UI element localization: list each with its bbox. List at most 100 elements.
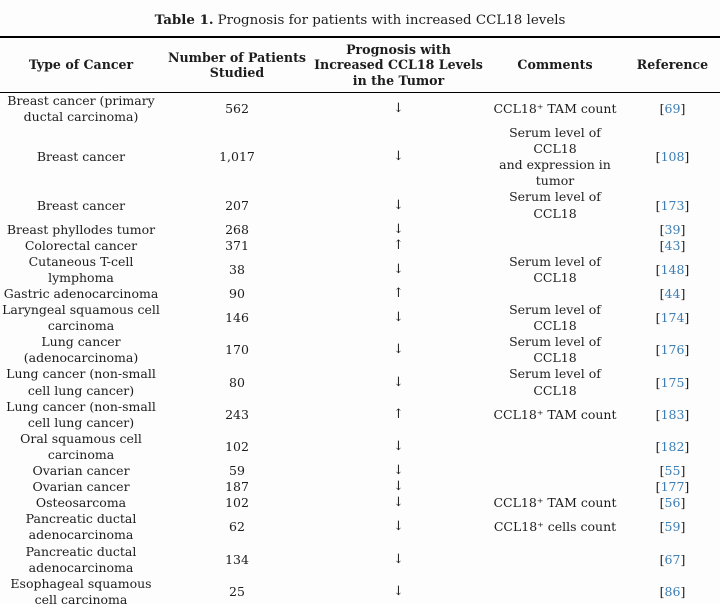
reference-bracket-close: ] bbox=[684, 342, 690, 358]
reference-bracket-close: ] bbox=[680, 463, 686, 479]
patients-count-cell: 243 bbox=[225, 406, 249, 422]
reference-bracket-open: [ bbox=[655, 438, 661, 454]
cancer-type-cell: Laryngeal squamous cell carcinoma bbox=[2, 302, 160, 334]
prognosis-arrow-cell: ↓ bbox=[393, 551, 404, 567]
reference-cell: [176] bbox=[625, 334, 720, 366]
reference-link[interactable]: 173 bbox=[660, 197, 685, 213]
cancer-type-cell: Cutaneous T-cell lymphoma bbox=[28, 253, 134, 285]
reference-cell: [177] bbox=[625, 479, 720, 495]
table-row: Esophageal squamous cell carcinoma 25 ↓ … bbox=[0, 576, 720, 604]
reference-bracket-open: [ bbox=[655, 310, 661, 326]
patients-count-cell: 80 bbox=[229, 374, 245, 390]
reference-link[interactable]: 43 bbox=[664, 237, 681, 253]
col-header-comments: Comments bbox=[485, 37, 625, 93]
reference-bracket-open: [ bbox=[655, 149, 661, 165]
cancer-type-cell: Colorectal cancer bbox=[24, 237, 138, 253]
reference-bracket-close: ] bbox=[684, 406, 690, 422]
patients-count-cell: 25 bbox=[229, 583, 245, 599]
table-row: Colorectal cancer 371 ↑ [43] bbox=[0, 238, 720, 254]
reference-link[interactable]: 55 bbox=[664, 463, 681, 479]
cancer-type-cell: Lung cancer (non-small cell lung cancer) bbox=[6, 398, 156, 430]
reference-bracket-open: [ bbox=[659, 237, 665, 253]
reference-bracket-open: [ bbox=[659, 463, 665, 479]
col-header-number-of-patients: Number of Patients Studied bbox=[162, 37, 312, 93]
table-row: Ovarian cancer 187 ↓ [177] bbox=[0, 479, 720, 495]
reference-bracket-close: ] bbox=[684, 149, 690, 165]
prognosis-arrow-cell: ↓ bbox=[393, 374, 404, 390]
reference-link[interactable]: 69 bbox=[664, 100, 681, 116]
prognosis-arrow-cell: ↑ bbox=[393, 406, 404, 422]
comment-cell bbox=[485, 286, 625, 302]
prognosis-arrow-cell: ↓ bbox=[393, 149, 404, 165]
prognosis-table: Type of Cancer Number of Patients Studie… bbox=[0, 36, 720, 604]
col-header-type-of-cancer: Type of Cancer bbox=[0, 37, 162, 93]
reference-bracket-close: ] bbox=[684, 261, 690, 277]
reference-link[interactable]: 86 bbox=[664, 583, 681, 599]
table-row: Breast cancer (primary ductal carcinoma)… bbox=[0, 92, 720, 125]
cancer-type-cell: Pancreatic ductal adenocarcinoma bbox=[25, 511, 137, 543]
prognosis-arrow-cell: ↑ bbox=[393, 286, 404, 302]
reference-link[interactable]: 174 bbox=[660, 310, 685, 326]
table-body: Breast cancer (primary ductal carcinoma)… bbox=[0, 92, 720, 604]
cancer-type-cell: Ovarian cancer bbox=[32, 479, 130, 495]
cancer-type-cell: Breast phyllodes tumor bbox=[6, 221, 156, 237]
comment-cell: CCL18⁺ cells count bbox=[493, 519, 617, 535]
reference-bracket-close: ] bbox=[680, 100, 686, 116]
reference-bracket-open: [ bbox=[659, 100, 665, 116]
reference-link[interactable]: 108 bbox=[660, 149, 685, 165]
comment-cell: Serum level of CCL18 bbox=[509, 334, 601, 366]
reference-bracket-open: [ bbox=[659, 221, 665, 237]
reference-link[interactable]: 183 bbox=[660, 406, 685, 422]
reference-link[interactable]: 176 bbox=[660, 342, 685, 358]
patients-count-cell: 371 bbox=[225, 237, 249, 253]
reference-link[interactable]: 59 bbox=[664, 519, 681, 535]
patients-count-cell: 90 bbox=[229, 286, 245, 302]
reference-link[interactable]: 44 bbox=[664, 286, 681, 302]
reference-bracket-close: ] bbox=[680, 583, 686, 599]
cancer-type-cell: Lung cancer (non-small cell lung cancer) bbox=[6, 366, 156, 398]
reference-cell: [44] bbox=[625, 286, 720, 302]
table-row: Breast cancer 1,017 ↓ Serum level of CCL… bbox=[0, 125, 720, 189]
comment-cell: Serum level of CCL18 bbox=[509, 189, 601, 221]
comment-cell bbox=[485, 463, 625, 479]
table-row: Cutaneous T-cell lymphoma 38 ↓ Serum lev… bbox=[0, 254, 720, 286]
table-row: Gastric adenocarcinoma 90 ↑ [44] bbox=[0, 286, 720, 302]
reference-cell: [108] bbox=[625, 125, 720, 189]
table-row: Breast cancer 207 ↓ Serum level of CCL18… bbox=[0, 189, 720, 221]
cancer-type-cell: Breast cancer bbox=[36, 149, 126, 165]
comment-cell bbox=[485, 222, 625, 238]
cancer-type-cell: Gastric adenocarcinoma bbox=[3, 286, 159, 302]
reference-bracket-close: ] bbox=[684, 197, 690, 213]
reference-link[interactable]: 67 bbox=[664, 551, 681, 567]
prognosis-arrow-cell: ↓ bbox=[393, 310, 404, 326]
col-header-prognosis: Prognosis with Increased CCL18 Levels in… bbox=[312, 37, 485, 93]
reference-link[interactable]: 175 bbox=[660, 374, 685, 390]
reference-bracket-close: ] bbox=[680, 519, 686, 535]
reference-link[interactable]: 56 bbox=[664, 495, 681, 511]
prognosis-arrow-cell: ↓ bbox=[393, 463, 404, 479]
patients-count-cell: 62 bbox=[229, 519, 245, 535]
prognosis-arrow-cell: ↓ bbox=[393, 438, 404, 454]
table-caption-label: Table 1. bbox=[154, 12, 214, 28]
cancer-type-cell: Pancreatic ductal adenocarcinoma bbox=[25, 543, 137, 575]
table-row: Laryngeal squamous cell carcinoma 146 ↓ … bbox=[0, 302, 720, 334]
table-row: Lung cancer (non-small cell lung cancer)… bbox=[0, 399, 720, 431]
col-header-reference: Reference bbox=[625, 37, 720, 93]
comment-cell bbox=[485, 544, 625, 576]
reference-link[interactable]: 39 bbox=[664, 221, 681, 237]
table-row: Lung cancer (adenocarcinoma) 170 ↓ Serum… bbox=[0, 334, 720, 366]
reference-cell: [86] bbox=[625, 576, 720, 604]
reference-link[interactable]: 148 bbox=[660, 261, 685, 277]
reference-link[interactable]: 177 bbox=[660, 479, 685, 495]
reference-link[interactable]: 182 bbox=[660, 438, 685, 454]
comment-cell: CCL18⁺ TAM count bbox=[493, 406, 617, 422]
cancer-type-cell: Breast cancer bbox=[36, 197, 126, 213]
table-caption: Table 1. Prognosis for patients with incr… bbox=[0, 0, 720, 29]
reference-bracket-open: [ bbox=[659, 551, 665, 567]
cancer-type-cell: Oral squamous cell carcinoma bbox=[20, 430, 142, 462]
comment-cell: Serum level of CCL18 and expression in t… bbox=[499, 125, 611, 189]
table-row: Ovarian cancer 59 ↓ [55] bbox=[0, 463, 720, 479]
reference-bracket-close: ] bbox=[684, 438, 690, 454]
reference-cell: [148] bbox=[625, 254, 720, 286]
table-row: Pancreatic ductal adenocarcinoma 134 ↓ [… bbox=[0, 544, 720, 576]
